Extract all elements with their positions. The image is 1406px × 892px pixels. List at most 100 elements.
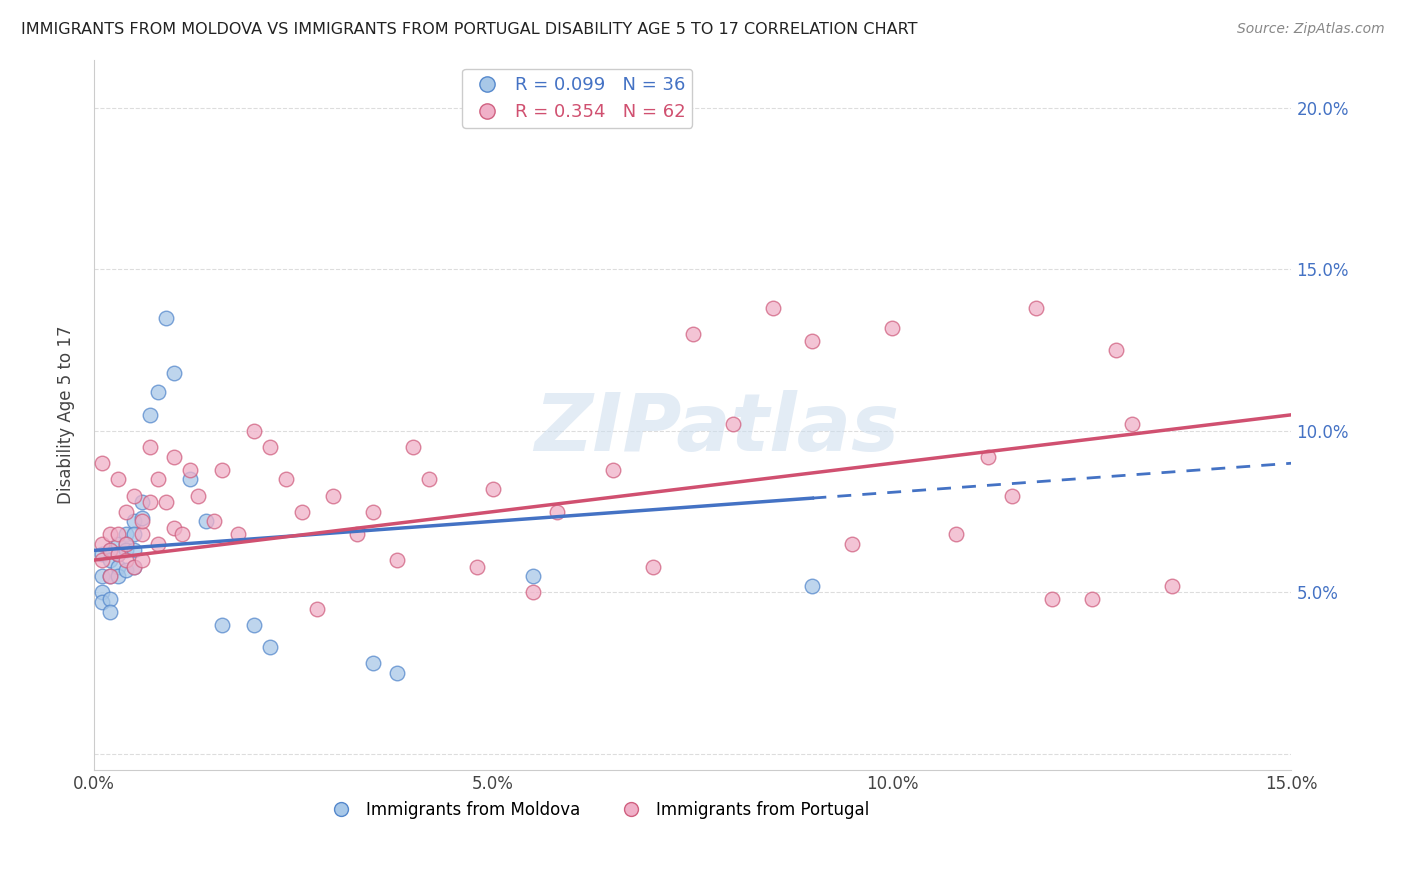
Point bbox=[107, 559, 129, 574]
Point bbox=[546, 505, 568, 519]
Point bbox=[522, 585, 544, 599]
Point bbox=[146, 537, 169, 551]
Point bbox=[98, 543, 121, 558]
Legend: Immigrants from Moldova, Immigrants from Portugal: Immigrants from Moldova, Immigrants from… bbox=[318, 794, 876, 826]
Point bbox=[801, 334, 824, 348]
Point bbox=[98, 553, 121, 567]
Point bbox=[363, 657, 385, 671]
Point bbox=[402, 440, 425, 454]
Point bbox=[211, 617, 233, 632]
Point bbox=[363, 505, 385, 519]
Point bbox=[1025, 301, 1047, 316]
Point bbox=[721, 417, 744, 432]
Point bbox=[801, 579, 824, 593]
Point bbox=[90, 456, 112, 470]
Point bbox=[307, 601, 329, 615]
Point bbox=[122, 559, 145, 574]
Point bbox=[131, 527, 153, 541]
Point bbox=[107, 569, 129, 583]
Text: Source: ZipAtlas.com: Source: ZipAtlas.com bbox=[1237, 22, 1385, 37]
Point bbox=[259, 440, 281, 454]
Point bbox=[90, 537, 112, 551]
Point bbox=[641, 559, 664, 574]
Point bbox=[187, 489, 209, 503]
Point bbox=[131, 553, 153, 567]
Point bbox=[98, 543, 121, 558]
Point bbox=[115, 537, 138, 551]
Text: IMMIGRANTS FROM MOLDOVA VS IMMIGRANTS FROM PORTUGAL DISABILITY AGE 5 TO 17 CORRE: IMMIGRANTS FROM MOLDOVA VS IMMIGRANTS FR… bbox=[21, 22, 918, 37]
Point bbox=[163, 521, 186, 535]
Point bbox=[482, 482, 505, 496]
Point bbox=[522, 569, 544, 583]
Point bbox=[155, 495, 177, 509]
Point bbox=[274, 472, 297, 486]
Point bbox=[107, 547, 129, 561]
Point bbox=[242, 424, 264, 438]
Point bbox=[682, 327, 704, 342]
Point bbox=[122, 489, 145, 503]
Point bbox=[131, 495, 153, 509]
Point bbox=[90, 595, 112, 609]
Point bbox=[1160, 579, 1182, 593]
Point bbox=[107, 527, 129, 541]
Point bbox=[122, 514, 145, 528]
Point bbox=[146, 385, 169, 400]
Point bbox=[115, 563, 138, 577]
Point bbox=[194, 514, 217, 528]
Point bbox=[1105, 343, 1128, 358]
Point bbox=[122, 559, 145, 574]
Point bbox=[1040, 591, 1063, 606]
Point bbox=[107, 537, 129, 551]
Point bbox=[602, 463, 624, 477]
Point bbox=[98, 605, 121, 619]
Point bbox=[155, 310, 177, 325]
Point bbox=[242, 617, 264, 632]
Point bbox=[179, 463, 201, 477]
Point bbox=[290, 505, 312, 519]
Point bbox=[90, 553, 112, 567]
Point bbox=[841, 537, 863, 551]
Point bbox=[387, 666, 409, 681]
Point bbox=[163, 450, 186, 464]
Point bbox=[131, 514, 153, 528]
Point bbox=[115, 537, 138, 551]
Point bbox=[122, 543, 145, 558]
Point bbox=[115, 553, 138, 567]
Point bbox=[346, 527, 368, 541]
Point bbox=[1121, 417, 1143, 432]
Point bbox=[322, 489, 344, 503]
Point bbox=[418, 472, 440, 486]
Point bbox=[179, 472, 201, 486]
Point bbox=[170, 527, 193, 541]
Point bbox=[98, 591, 121, 606]
Point bbox=[98, 527, 121, 541]
Point bbox=[226, 527, 249, 541]
Point bbox=[98, 569, 121, 583]
Point bbox=[163, 366, 186, 380]
Point bbox=[259, 640, 281, 655]
Point bbox=[90, 547, 112, 561]
Point bbox=[1081, 591, 1104, 606]
Point bbox=[90, 569, 112, 583]
Text: ZIPatlas: ZIPatlas bbox=[534, 390, 900, 468]
Point bbox=[115, 527, 138, 541]
Point bbox=[139, 408, 162, 422]
Point bbox=[387, 553, 409, 567]
Point bbox=[115, 543, 138, 558]
Point bbox=[139, 440, 162, 454]
Point bbox=[98, 569, 121, 583]
Point bbox=[977, 450, 1000, 464]
Point bbox=[761, 301, 783, 316]
Point bbox=[139, 495, 162, 509]
Point bbox=[107, 547, 129, 561]
Point bbox=[945, 527, 967, 541]
Point bbox=[211, 463, 233, 477]
Point bbox=[146, 472, 169, 486]
Point bbox=[122, 527, 145, 541]
Point bbox=[131, 511, 153, 525]
Point bbox=[882, 320, 904, 334]
Point bbox=[115, 505, 138, 519]
Point bbox=[1001, 489, 1024, 503]
Point bbox=[90, 585, 112, 599]
Point bbox=[202, 514, 225, 528]
